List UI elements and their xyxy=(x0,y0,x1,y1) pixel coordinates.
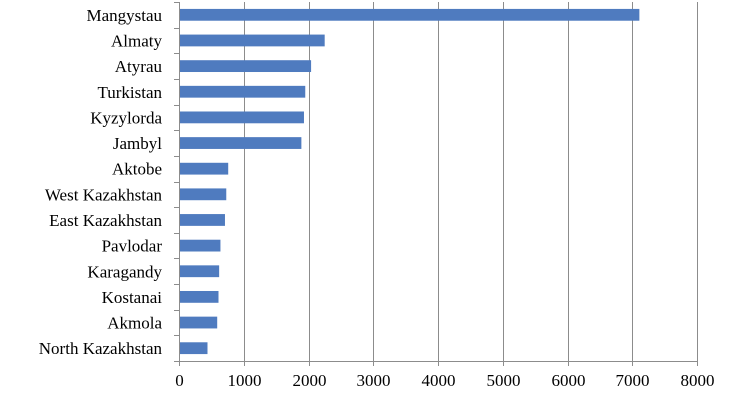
bar xyxy=(180,188,227,201)
bar xyxy=(180,290,219,303)
x-tick-label: 3000 xyxy=(357,371,391,390)
x-tick-label: 5000 xyxy=(487,371,521,390)
category-label: Karagandy xyxy=(87,262,162,281)
category-label: Almaty xyxy=(111,31,162,50)
bar xyxy=(180,85,306,98)
label-layer: 0 1000 2000 3000 4000 5000 6000 7000 8000 Mangyst… xyxy=(39,6,715,390)
category-label: Mangystau xyxy=(86,6,162,25)
bar xyxy=(180,265,220,278)
category-label: Jambyl xyxy=(113,134,162,153)
bar xyxy=(180,111,304,124)
bar-layer xyxy=(180,8,640,355)
category-label: Kyzylorda xyxy=(90,108,162,127)
bar xyxy=(180,239,221,252)
category-label: North Kazakhstan xyxy=(39,339,163,358)
bar xyxy=(180,137,302,149)
x-tick-label: 4000 xyxy=(422,371,456,390)
bar xyxy=(180,34,325,47)
category-label: Pavlodar xyxy=(102,237,163,256)
category-label: Turkistan xyxy=(97,83,162,102)
x-tick-label: 8000 xyxy=(681,371,715,390)
category-label: Aktobe xyxy=(112,160,162,179)
bar xyxy=(180,162,229,175)
bar xyxy=(180,316,218,329)
category-label: Atyrau xyxy=(115,57,163,76)
category-label: East Kazakhstan xyxy=(49,211,162,230)
x-tick-label: 2000 xyxy=(293,371,327,390)
grid-layer xyxy=(244,2,698,361)
bar xyxy=(180,8,640,21)
x-tick-label: 0 xyxy=(175,371,184,390)
category-label: Akmola xyxy=(107,314,162,333)
bar xyxy=(180,342,208,355)
category-label: Kostanai xyxy=(102,288,163,307)
bar xyxy=(180,60,312,73)
x-tick-label: 1000 xyxy=(228,371,262,390)
axis-layer xyxy=(174,2,698,366)
x-tick-label: 7000 xyxy=(616,371,650,390)
x-tick-label: 6000 xyxy=(552,371,586,390)
category-label: West Kazakhstan xyxy=(45,185,163,204)
bar xyxy=(180,214,225,226)
